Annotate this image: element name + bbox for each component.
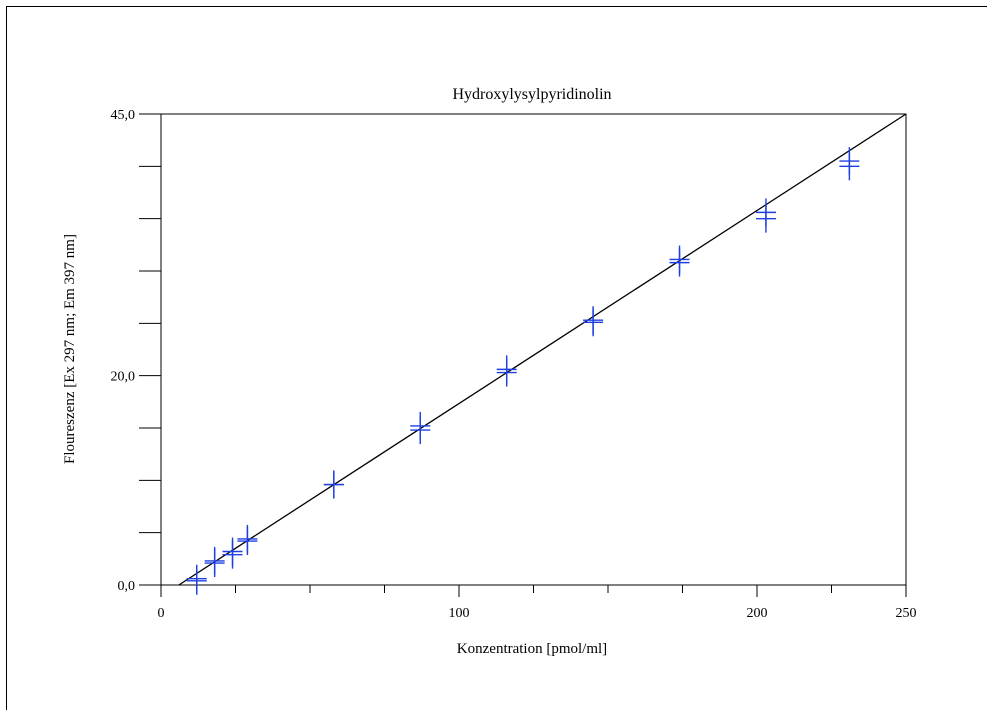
data-point [237, 527, 258, 556]
data-point [410, 416, 431, 445]
data-point [839, 152, 860, 181]
data-point [323, 470, 344, 499]
data-point [496, 358, 517, 387]
fit-line-group [178, 113, 907, 586]
plot-area-border [160, 113, 907, 586]
x-tick-label: 0 [158, 606, 165, 621]
regression-line [178, 113, 907, 586]
y-tick-label: 45,0 [111, 108, 136, 123]
data-point [204, 549, 225, 578]
chart-frame [6, 6, 987, 710]
axes: 0 100 200 250 0,0 20,0 45,0 [111, 108, 917, 621]
data-point [222, 540, 243, 569]
data-point [669, 248, 690, 277]
x-tick-label: 200 [747, 606, 768, 621]
y-axis-label: Floureszenz [Ex 297 nm; Em 397 nm] [62, 234, 78, 464]
data-point [186, 566, 207, 595]
chart-title: Hydroxylysylpyridinolin [452, 86, 611, 103]
data-points [186, 147, 860, 595]
x-tick-label: 100 [449, 606, 470, 621]
y-tick-label: 0,0 [118, 579, 136, 594]
data-point [755, 204, 776, 233]
y-tick-label: 20,0 [111, 370, 136, 385]
x-axis-label: Konzentration [pmol/ml] [457, 641, 607, 657]
x-tick-label: 250 [896, 606, 917, 621]
data-point [583, 308, 604, 337]
